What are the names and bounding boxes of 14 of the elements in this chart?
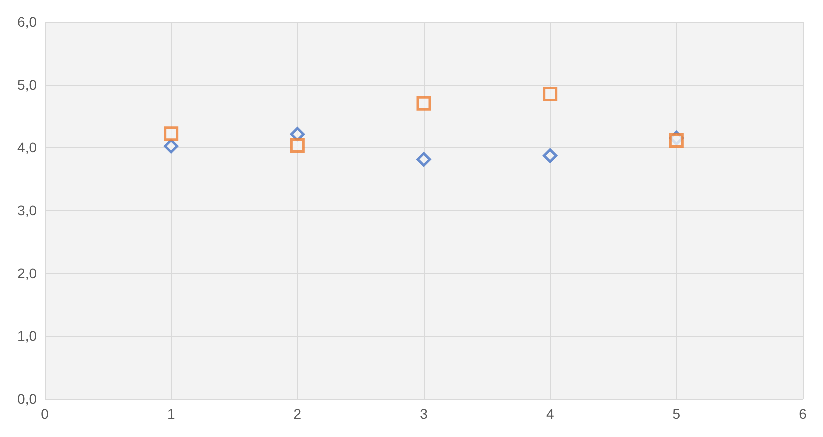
y-tick-label: 0,0	[18, 391, 38, 407]
y-tick-label: 5,0	[18, 76, 38, 93]
y-tick-label: 1,0	[18, 328, 38, 344]
y-tick-label: 4,0	[18, 140, 38, 156]
x-tick-label: 2	[294, 406, 302, 422]
x-tick-label: 1	[167, 406, 176, 422]
y-tick-label: 6,0	[18, 14, 38, 30]
y-tick-label: 2,0	[18, 265, 38, 282]
x-tick-label: 5	[672, 406, 681, 422]
x-tick-label: 0	[41, 406, 50, 422]
x-tick-label: 4	[546, 406, 554, 422]
x-tick-label: 3	[420, 406, 428, 422]
y-tick-label: 3,0	[18, 202, 38, 218]
x-tick-label: 6	[799, 406, 808, 422]
